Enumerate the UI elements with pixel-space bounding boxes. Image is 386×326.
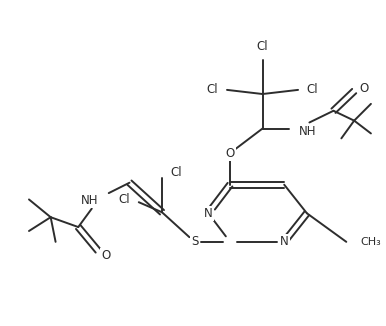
Text: Cl: Cl [257, 40, 268, 53]
Text: CH₃: CH₃ [360, 237, 381, 247]
Text: Cl: Cl [207, 82, 218, 96]
Text: NH: NH [80, 194, 98, 207]
Text: Cl: Cl [119, 193, 130, 206]
Text: O: O [101, 249, 110, 262]
Text: S: S [191, 235, 198, 248]
Text: Cl: Cl [170, 166, 181, 179]
Text: NH: NH [299, 125, 317, 138]
Text: O: O [225, 147, 235, 160]
Text: O: O [359, 82, 368, 95]
Text: N: N [280, 235, 289, 248]
Text: N: N [204, 207, 213, 220]
Text: Cl: Cl [307, 82, 318, 96]
